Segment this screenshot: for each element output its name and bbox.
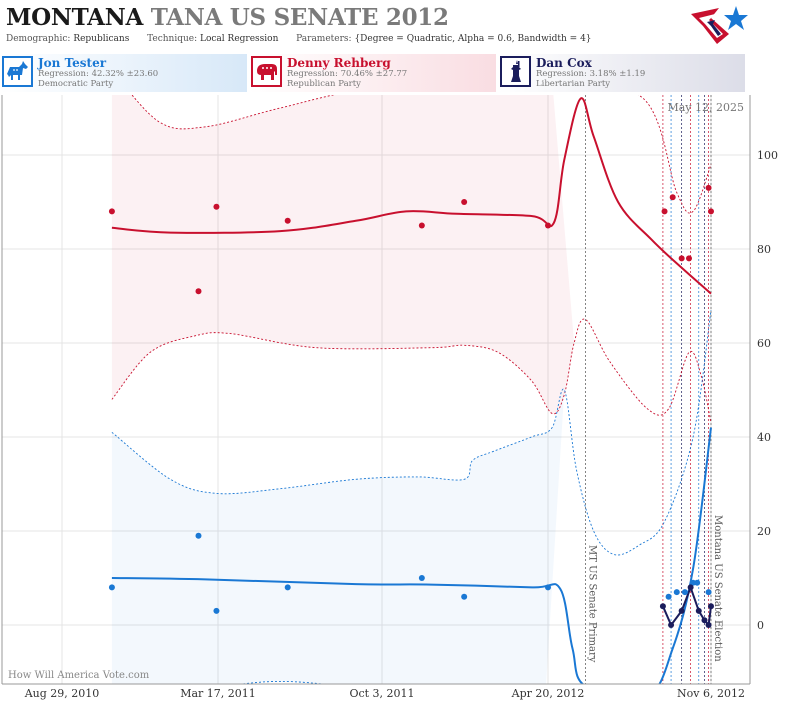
poll-point bbox=[695, 607, 702, 614]
demographic-label: Demographic: bbox=[6, 34, 71, 44]
poll-point bbox=[705, 622, 712, 628]
poll-point bbox=[708, 603, 714, 610]
poll-point bbox=[669, 194, 676, 201]
y-tick-label: 0 bbox=[757, 619, 764, 632]
x-tick-label: Nov 6, 2012 bbox=[677, 687, 745, 700]
candidate-regression: Regression: 70.46% ±27.77 bbox=[287, 69, 408, 79]
poll-point bbox=[685, 255, 692, 262]
poll-point bbox=[284, 584, 291, 591]
poll-point bbox=[678, 607, 685, 614]
y-tick-label: 100 bbox=[757, 149, 778, 162]
poll-point bbox=[213, 607, 220, 614]
y-tick-label: 60 bbox=[757, 337, 771, 350]
poll-point bbox=[545, 584, 551, 591]
candidate-regression: Regression: 3.18% ±1.19 bbox=[536, 69, 646, 79]
poll-point bbox=[108, 208, 115, 215]
page-title: MONTANA TANA US SENATE 2012 bbox=[6, 4, 449, 31]
poll-point bbox=[668, 622, 675, 628]
poll-point bbox=[108, 584, 115, 591]
y-tick-label: 20 bbox=[757, 525, 771, 538]
poll-point bbox=[284, 217, 291, 224]
lower-bound-line bbox=[111, 318, 712, 423]
race-name: TANA US SENATE 2012 bbox=[150, 4, 449, 31]
candidate-regression: Regression: 42.32% ±23.60 bbox=[38, 69, 159, 79]
demographic-value: Republicans bbox=[73, 34, 130, 44]
parameters-label: Parameters: bbox=[296, 34, 352, 44]
candidate-party: Republican Party bbox=[287, 79, 361, 89]
current-date-label: May 12, 2025 bbox=[667, 101, 744, 114]
parameters-value: {Degree = Quadratic, Alpha = 0.6, Bandwi… bbox=[354, 34, 592, 44]
poll-point bbox=[418, 222, 425, 229]
poll-point bbox=[705, 184, 712, 191]
poll-point bbox=[661, 208, 668, 215]
poll-point bbox=[213, 203, 220, 210]
poll-point bbox=[705, 589, 712, 596]
y-tick-label: 80 bbox=[757, 243, 771, 256]
poll-point bbox=[673, 589, 680, 596]
candidate-name: Dan Cox bbox=[536, 56, 592, 70]
candidate-name: Jon Tester bbox=[38, 56, 107, 70]
rehberg-confidence-band bbox=[111, 95, 575, 414]
poll-point bbox=[681, 589, 688, 596]
candidate-panel-rehberg: Denny Rehberg Regression: 70.46% ±27.77 … bbox=[249, 54, 496, 92]
tester-confidence-band bbox=[111, 390, 565, 684]
tester-trend-line bbox=[111, 427, 712, 684]
poll-point bbox=[678, 255, 685, 262]
technique-label: Technique: bbox=[147, 34, 198, 44]
upper-bound-line bbox=[131, 95, 712, 214]
x-tick-label: Aug 29, 2010 bbox=[24, 687, 100, 700]
x-tick-label: Oct 3, 2011 bbox=[349, 687, 414, 700]
event-label: Montana US Senate Election bbox=[712, 515, 723, 662]
watermark: How Will America Vote.com bbox=[8, 670, 150, 681]
event-label: MT US Senate Primary bbox=[586, 545, 597, 663]
candidate-panel-tester: Jon Tester Regression: 42.32% ±23.60 Dem… bbox=[0, 54, 247, 92]
elephant-icon bbox=[251, 56, 282, 87]
poll-point bbox=[701, 617, 708, 624]
poll-point bbox=[659, 603, 666, 610]
statue-of-liberty-icon bbox=[500, 56, 531, 87]
x-tick-label: Mar 17, 2011 bbox=[180, 687, 256, 700]
candidate-panel-cox: Dan Cox Regression: 3.18% ±1.19 Libertar… bbox=[498, 54, 745, 92]
donkey-icon bbox=[2, 56, 33, 87]
poll-point bbox=[665, 593, 672, 600]
poll-point bbox=[708, 208, 714, 215]
y-tick-label: 40 bbox=[757, 431, 771, 444]
poll-point bbox=[461, 593, 468, 600]
poll-point bbox=[461, 199, 468, 205]
x-tick-label: Apr 20, 2012 bbox=[511, 687, 585, 700]
rehberg-trend-line bbox=[111, 97, 712, 295]
poll-point bbox=[418, 575, 425, 581]
poll-point bbox=[687, 584, 694, 591]
poll-point bbox=[195, 532, 202, 539]
state-name: MONTANA bbox=[6, 4, 143, 31]
site-logo-icon bbox=[691, 6, 748, 44]
candidate-name: Denny Rehberg bbox=[287, 56, 391, 70]
poll-point bbox=[694, 579, 701, 586]
candidate-party: Democratic Party bbox=[38, 79, 114, 89]
technique-value: Local Regression bbox=[200, 34, 279, 44]
parameters-line: Demographic: Republicans Technique: Loca… bbox=[6, 34, 592, 44]
plot-area bbox=[2, 95, 750, 684]
poll-point bbox=[545, 222, 551, 229]
poll-point bbox=[195, 288, 202, 295]
candidate-party: Libertarian Party bbox=[536, 79, 611, 89]
